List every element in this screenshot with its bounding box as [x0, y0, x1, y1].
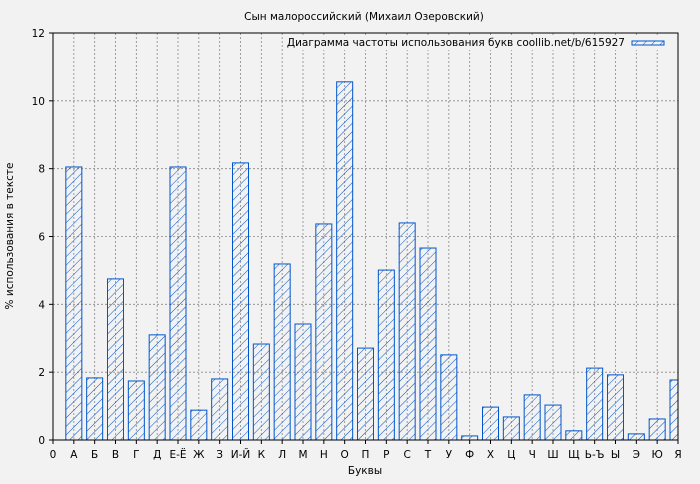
bar-Е-Ё: [169, 166, 187, 440]
bar-И-Й: [232, 162, 249, 440]
x-tick-label: Б: [91, 449, 98, 461]
y-tick-label: 4: [38, 299, 45, 311]
x-tick-label: Ш: [547, 449, 558, 461]
bar-Ю: [648, 418, 666, 440]
x-tick-label: О: [341, 449, 349, 461]
bar-Т: [419, 247, 437, 440]
bar-Ы: [607, 374, 624, 440]
bar-К: [252, 343, 270, 440]
bar-Ч: [523, 394, 541, 440]
bar-М: [294, 323, 312, 440]
x-tick-label: 0: [50, 449, 57, 461]
bar-Х: [482, 406, 499, 440]
bar-Ж: [190, 409, 208, 440]
bar-Л: [273, 263, 291, 440]
x-tick-label: Д: [153, 449, 161, 461]
bar-С: [398, 222, 416, 440]
x-tick-label: Ч: [529, 449, 536, 461]
bar-Ь-Ъ: [586, 367, 604, 440]
x-tick-label: Ы: [611, 449, 620, 461]
y-tick-label: 12: [32, 28, 45, 40]
bar-З: [211, 378, 229, 440]
x-tick-label: В: [112, 449, 119, 461]
y-axis-label: % использования в тексте: [4, 163, 16, 310]
x-tick-label: С: [403, 449, 410, 461]
legend-swatch: [631, 40, 665, 46]
y-tick-label: 8: [38, 164, 45, 176]
x-tick-label: К: [258, 449, 266, 461]
bar-Я: [669, 379, 678, 440]
x-tick-label: Г: [133, 449, 139, 461]
x-tick-label: Т: [424, 449, 432, 461]
x-tick-label: Н: [320, 449, 328, 461]
y-tick-label: 6: [38, 232, 45, 244]
x-tick-label: Л: [278, 449, 286, 461]
bar-Р: [377, 269, 395, 440]
x-tick-label: Ж: [193, 449, 205, 461]
x-tick-label: П: [362, 449, 370, 461]
x-tick-label: З: [216, 449, 223, 461]
x-tick-label: Ф: [465, 449, 474, 461]
x-tick-label: Э: [633, 449, 640, 461]
bar-П: [357, 347, 374, 440]
x-tick-label: Ц: [507, 449, 515, 461]
bar-Ш: [544, 404, 562, 440]
x-tick-label: И-Й: [231, 448, 251, 461]
x-tick-label: У: [446, 449, 453, 461]
bar-О: [336, 81, 354, 440]
axis-ticks: 0 2 4 6 8 10 12 0 А Б В Г Д Е-Ё Ж З И-Й К Л М Н О П Р С Т У Ф Х Ц Ч Ш Щ Ь…: [32, 28, 682, 461]
bar-Н: [315, 223, 333, 440]
x-tick-label: М: [298, 449, 307, 461]
bar-Б: [86, 377, 104, 440]
x-tick-label: А: [70, 449, 78, 461]
bars: [65, 81, 678, 440]
x-tick-label: Р: [383, 449, 389, 461]
bar-Ф: [461, 435, 479, 440]
x-tick-label: Ь-Ъ: [585, 449, 605, 461]
x-tick-label: Щ: [568, 449, 580, 461]
legend: Диаграмма частоты использования букв coo…: [286, 36, 674, 50]
chart-title: Сын малороссийский (Михаил Озеровский): [244, 11, 484, 23]
x-tick-label: Ю: [651, 449, 662, 461]
x-axis-label: Буквы: [348, 465, 382, 477]
y-tick-label: 0: [38, 435, 45, 447]
bar-В: [107, 278, 124, 440]
bar-Щ: [565, 430, 583, 440]
bar-А: [65, 166, 83, 440]
legend-label: Диаграмма частоты использования букв coo…: [287, 37, 625, 49]
bar-Г: [127, 380, 145, 440]
bar-Э: [627, 433, 645, 440]
bar-У: [440, 354, 458, 440]
x-tick-label: Х: [487, 449, 494, 461]
x-tick-label: Я: [674, 449, 681, 461]
y-tick-label: 2: [38, 367, 45, 379]
x-tick-label: Е-Ё: [169, 448, 186, 461]
y-tick-label: 10: [32, 96, 45, 108]
bar-Д: [148, 334, 166, 440]
bar-Ц: [502, 416, 520, 440]
